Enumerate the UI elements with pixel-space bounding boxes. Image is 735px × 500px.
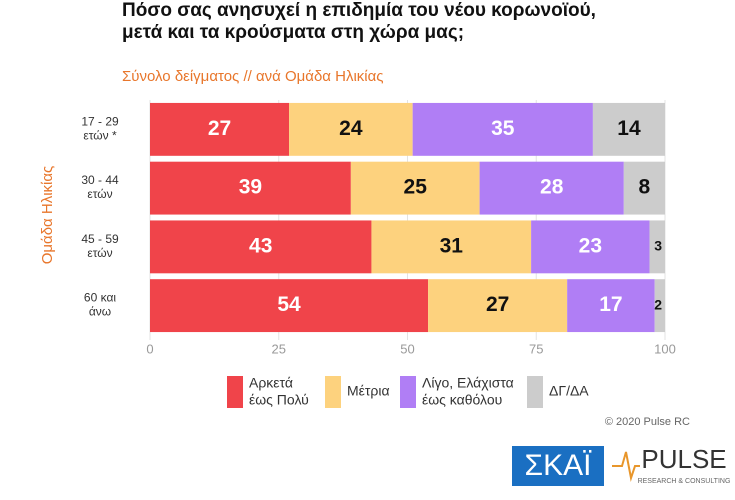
value-label: 35: [491, 117, 515, 140]
value-label: 25: [404, 176, 428, 199]
chart-subtitle: Σύνολο δείγματος // ανά Ομάδα Ηλικίας: [122, 68, 384, 85]
bar-segment: [150, 161, 351, 215]
y-axis-label: Ομάδα Ηλικίας: [39, 166, 56, 265]
logo-right-sub: RESEARCH & CONSULTING: [638, 478, 731, 485]
x-tick-label: 50: [400, 341, 414, 356]
x-tick-label: 25: [272, 341, 286, 356]
value-label: 8: [639, 176, 651, 199]
legend-swatch: [527, 376, 543, 408]
value-label: 31: [440, 234, 464, 257]
legend-label: Μέτρια: [347, 383, 390, 399]
bar-segment: [350, 161, 480, 215]
legend-label: Αρκετά έως Πολύ: [249, 374, 309, 407]
value-label: 28: [540, 176, 564, 199]
value-label: 43: [249, 234, 272, 257]
logo-pulse-wave: [612, 451, 640, 482]
value-label: 27: [486, 293, 509, 316]
bar-segment: [150, 102, 290, 156]
copyright: © 2020 Pulse RC: [605, 416, 690, 428]
value-label: 24: [339, 117, 363, 140]
bar-segment: [654, 279, 665, 333]
value-label: 39: [239, 176, 262, 199]
value-label: 54: [277, 293, 301, 316]
legend-swatch: [400, 376, 416, 408]
bar-segment: [412, 102, 593, 156]
legend-label: Λίγο, Ελάχιστα έως καθόλου: [422, 374, 514, 407]
value-label: 27: [208, 117, 231, 140]
x-tick-label: 0: [146, 341, 153, 356]
bar-segment: [479, 161, 624, 215]
logo-box: [512, 446, 604, 486]
bar-segment: [428, 279, 568, 333]
bar-segment: [649, 220, 665, 274]
logo-left: ΣΚΑΪ: [525, 449, 593, 482]
value-label: 17: [599, 293, 622, 316]
value-label: 14: [617, 117, 641, 140]
chart-title: Πόσο σας ανησυχεί η επιδημία του νέου κο…: [122, 0, 596, 43]
bar-segment: [592, 102, 665, 156]
bar-segment: [289, 102, 413, 156]
x-tick-label: 75: [529, 341, 543, 356]
y-tick-label: 17 - 29 ετών *: [81, 115, 119, 143]
bar-segment: [567, 279, 655, 333]
legend-swatch: [325, 376, 341, 408]
legend-label: ΔΓ/ΔΑ: [549, 383, 589, 399]
value-label: 23: [579, 234, 602, 257]
value-label: 2: [654, 296, 662, 312]
y-tick-label: 45 - 59 ετών: [81, 232, 119, 260]
logo-right: PULSE: [641, 444, 726, 474]
bar-segment: [623, 161, 665, 215]
x-tick-label: 100: [654, 341, 676, 356]
bar-segment: [150, 220, 372, 274]
y-tick-label: 30 - 44 ετών: [81, 173, 119, 201]
bar-segment: [150, 279, 429, 333]
legend-swatch: [227, 376, 243, 408]
bar-segment: [371, 220, 532, 274]
y-tick-label: 60 και άνω: [84, 291, 116, 319]
bar-segment: [531, 220, 650, 274]
value-label: 3: [654, 238, 662, 254]
